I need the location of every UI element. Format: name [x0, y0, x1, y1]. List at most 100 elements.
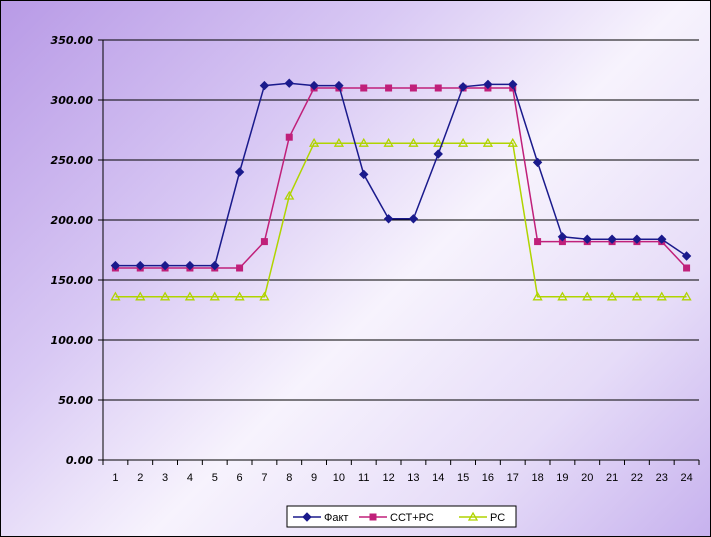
data-point — [110, 260, 121, 271]
x-tick-label: 15 — [457, 472, 469, 484]
x-tick-label: 20 — [581, 472, 593, 484]
y-tick-label: 50.00 — [58, 394, 93, 407]
data-point — [334, 80, 344, 91]
data-point — [582, 291, 593, 301]
data-point — [458, 82, 468, 92]
data-series — [110, 78, 692, 301]
data-point — [681, 291, 692, 301]
data-point — [482, 137, 494, 147]
x-tick-label: 22 — [631, 472, 643, 484]
x-tick-label: 12 — [382, 472, 394, 484]
x-tick-label: 10 — [333, 472, 345, 484]
data-point — [260, 238, 268, 246]
y-tick-label: 300.00 — [51, 94, 94, 107]
series-diamond — [110, 78, 692, 271]
y-tick-label: 200.00 — [51, 214, 94, 227]
data-point — [409, 84, 417, 92]
data-point — [309, 80, 319, 91]
data-point — [507, 137, 518, 147]
data-point — [683, 264, 691, 272]
data-point — [385, 84, 393, 92]
legend-marker — [467, 511, 479, 521]
data-point — [433, 137, 444, 147]
data-point — [483, 79, 493, 90]
legend-items: Факт ССТ+РС РС — [293, 511, 505, 524]
data-point — [308, 137, 320, 147]
legend-item: Факт — [293, 512, 348, 524]
x-tick-label: 3 — [162, 472, 168, 484]
x-axis-tick-labels: 1 2 3 4 5 6 7 8 9 10 11 12 13 14 15 16 17 18 19 20 21 22 23 24 — [112, 472, 692, 484]
x-tick-label: 13 — [407, 472, 419, 484]
data-point — [259, 80, 270, 91]
x-tick-label: 21 — [606, 472, 618, 484]
data-point — [110, 291, 121, 301]
data-point — [383, 137, 394, 147]
data-point — [532, 291, 543, 301]
data-point — [532, 157, 543, 168]
data-point — [631, 291, 643, 301]
series-square — [111, 84, 691, 272]
data-point — [234, 291, 245, 301]
legend-item: ССТ+РС — [359, 512, 434, 524]
data-point — [657, 234, 667, 244]
data-point — [557, 291, 568, 301]
data-point — [656, 291, 667, 301]
series-line — [115, 142, 687, 298]
data-point — [359, 169, 369, 180]
x-tick-label: 11 — [358, 472, 369, 484]
data-point — [358, 137, 369, 147]
data-point — [234, 167, 245, 177]
x-tick-label: 5 — [212, 472, 218, 484]
x-tick-label: 1 — [112, 472, 118, 484]
data-point — [632, 234, 642, 244]
y-tick-label: 0.00 — [66, 454, 93, 467]
y-tick-label: 250.00 — [51, 154, 94, 167]
y-tick-label: 100.00 — [51, 334, 94, 347]
x-tick-label: 9 — [311, 472, 317, 484]
x-tick-label: 18 — [531, 472, 543, 484]
data-point — [284, 190, 295, 200]
data-point — [607, 234, 617, 244]
data-point — [135, 260, 145, 271]
data-point — [408, 214, 419, 224]
y-tick-label: 150.00 — [51, 274, 94, 287]
data-point — [185, 260, 195, 271]
legend: Факт ССТ+РС РС — [286, 505, 517, 528]
data-point — [508, 79, 518, 90]
data-point — [160, 260, 170, 271]
data-point — [210, 260, 220, 271]
data-point — [534, 238, 542, 246]
x-tick-label: 23 — [656, 472, 668, 484]
legend-marker — [369, 513, 377, 521]
y-tick-label: 350.00 — [51, 34, 94, 47]
legend-label: РС — [490, 512, 505, 524]
data-point — [285, 133, 293, 141]
x-tick-label: 6 — [237, 472, 243, 484]
data-point — [434, 84, 442, 92]
data-point — [184, 291, 196, 301]
data-point — [433, 149, 443, 159]
data-point — [557, 232, 568, 242]
x-tick-label: 14 — [432, 472, 444, 484]
series-line — [115, 87, 688, 269]
data-point — [259, 291, 270, 301]
x-tick-label: 7 — [261, 472, 267, 484]
x-tick-label: 8 — [286, 472, 292, 484]
x-tick-label: 24 — [680, 472, 692, 484]
x-tick-label: 2 — [137, 472, 143, 484]
legend-box — [286, 505, 517, 528]
legend-marker — [302, 512, 312, 522]
x-tick-label: 4 — [187, 472, 193, 484]
legend-label: Факт — [324, 512, 348, 524]
data-point — [582, 234, 592, 244]
data-point — [457, 137, 469, 147]
series-triangle — [110, 137, 692, 301]
legend-label: ССТ+РС — [390, 512, 434, 524]
data-point — [408, 137, 419, 147]
x-tick-label: 19 — [556, 472, 568, 484]
data-point — [333, 137, 345, 147]
data-point — [236, 264, 244, 272]
x-tick-label: 17 — [507, 472, 519, 484]
data-point — [209, 291, 220, 301]
